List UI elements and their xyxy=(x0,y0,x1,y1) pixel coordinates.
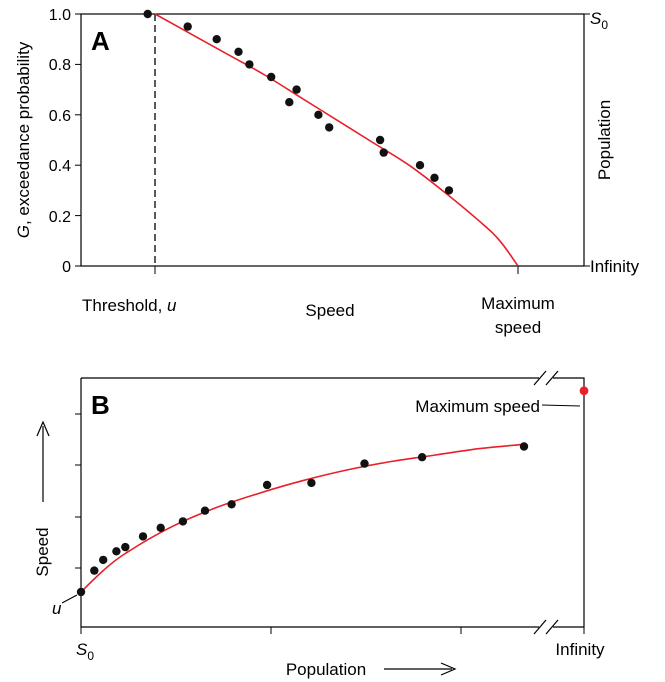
ytick-label-0-2: 0.2 xyxy=(49,209,71,226)
ytick-label-0-4: 0.4 xyxy=(49,158,71,175)
max-speed-label-line1: Maximum xyxy=(481,294,555,313)
ytick-label-1-0: 1.0 xyxy=(49,7,71,24)
panel-b-fitted-curve-layer xyxy=(80,443,525,593)
panel-a-ylabel: G, exceedance probability xyxy=(14,41,33,238)
max-speed-point xyxy=(579,386,589,396)
panel-b-points-layer xyxy=(76,386,589,597)
panel-a-fitted-curve xyxy=(154,13,519,267)
panel-a-ytick-labels: 1.0 0.8 0.6 0.4 0.2 0 xyxy=(49,7,71,276)
ylabel-rest: , exceedance probability xyxy=(14,41,33,225)
panel-a-fitted-curve-layer xyxy=(154,13,519,267)
panel-b-ylabel: Speed xyxy=(33,527,52,576)
panel-b-data-point xyxy=(417,453,427,462)
panel-a-data-point xyxy=(143,9,152,19)
u-label: u xyxy=(52,599,62,618)
panel-a-data-point xyxy=(444,186,454,195)
panel-a-data-point xyxy=(430,173,439,182)
panel-b-xlabel: Population xyxy=(286,660,366,679)
panel-b-data-point xyxy=(360,459,369,468)
panel-a-data-point xyxy=(212,35,221,44)
panel-a-points-layer xyxy=(143,9,454,195)
panel-a-data-point xyxy=(285,98,294,107)
panel-b-data-point xyxy=(121,542,130,552)
panel-b-data-point xyxy=(519,442,529,451)
panel-b-data-point xyxy=(99,555,108,565)
panel-b-fitted-curve xyxy=(80,443,525,593)
u-leader-line xyxy=(61,594,78,604)
panel-a-yticks xyxy=(75,13,81,267)
population-arrow-icon xyxy=(384,662,457,676)
panel-b-data-point xyxy=(307,478,316,488)
s0-label: S0 xyxy=(76,640,94,663)
panel-a-data-point xyxy=(234,47,243,56)
ytick-label-0-8: 0.8 xyxy=(49,57,71,74)
panel-a-data-point xyxy=(267,72,276,82)
panel-b-data-point xyxy=(112,547,121,556)
axis-break-bottom xyxy=(533,619,559,635)
panel-a-label: A xyxy=(91,26,110,56)
panel-b-data-point xyxy=(90,566,99,575)
right-population-label: Population xyxy=(595,100,614,180)
panel-a-data-point xyxy=(375,135,385,145)
max-speed-leader-line xyxy=(541,404,581,407)
panel-b-data-point xyxy=(138,532,148,541)
panel-b-label: B xyxy=(91,390,110,420)
panel-b-xticks xyxy=(80,627,585,634)
max-speed-label-line2: speed xyxy=(495,318,541,337)
speed-arrow-icon xyxy=(36,420,50,502)
panel-b-data-point xyxy=(76,587,86,597)
ytick-label-0-6: 0.6 xyxy=(49,108,71,125)
ylabel-g: G xyxy=(14,225,33,238)
panel-a-data-point xyxy=(379,148,388,157)
panel-a-data-point xyxy=(415,161,425,170)
panel-b-yticks xyxy=(75,413,81,569)
panel-b-data-point xyxy=(227,500,236,509)
panel-a-xlabel: Speed xyxy=(305,301,354,320)
panel-a-data-point xyxy=(183,22,192,31)
panel-a-data-point xyxy=(314,110,323,120)
panel-a: A 1.0 0.8 0.6 0.4 0.2 0 G, exceedance pr… xyxy=(14,7,640,337)
infinity-label: Infinity xyxy=(555,640,605,659)
axis-break-top xyxy=(533,370,559,386)
panel-a-data-point xyxy=(292,85,301,94)
panel-b: B Speed u S0 Infinity Population xyxy=(33,370,605,679)
ytick-label-0: 0 xyxy=(62,259,71,276)
threshold-label: Threshold, u xyxy=(82,296,177,315)
panel-a-data-point xyxy=(325,123,334,132)
max-speed-label: Maximum speed xyxy=(415,397,540,416)
panel-b-data-point xyxy=(178,517,188,526)
panel-b-data-point xyxy=(262,480,272,490)
panel-a-data-point xyxy=(245,60,254,69)
panel-b-data-point xyxy=(156,523,165,532)
panel-b-data-point xyxy=(200,506,210,515)
right-infinity-label: Infinity xyxy=(590,257,640,276)
panel-a-frame xyxy=(80,13,585,267)
right-s0-label: S0 xyxy=(590,9,608,32)
